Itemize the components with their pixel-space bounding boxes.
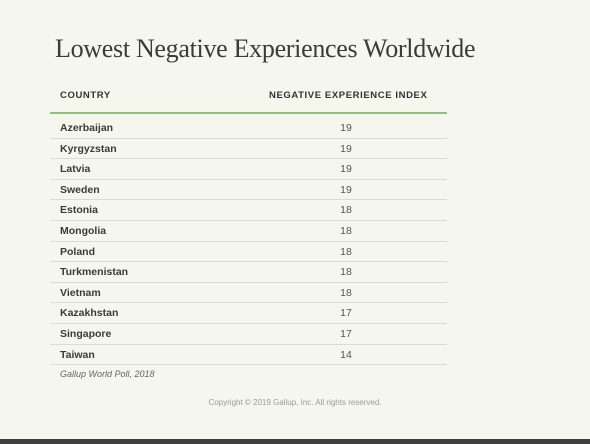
cell-country: Singapore <box>60 327 112 340</box>
table-row: Poland 18 <box>50 242 447 263</box>
table-row: Azerbaijan 19 <box>50 118 447 139</box>
cell-country: Azerbaijan <box>60 122 114 134</box>
column-header-negative-experience-index: NEGATIVE EXPERIENCE INDEX <box>269 90 428 101</box>
table-row: Kazakhstan 17 <box>50 303 447 324</box>
data-table: COUNTRY NEGATIVE EXPERIENCE INDEX Azerba… <box>50 80 447 366</box>
column-header-country: COUNTRY <box>60 90 111 101</box>
cell-index-value: 19 <box>340 163 352 176</box>
page-title: Lowest Negative Experiences Worldwide <box>55 34 476 63</box>
cell-index-value: 19 <box>340 142 352 155</box>
cell-country: Taiwan <box>60 348 95 361</box>
cell-index-value: 17 <box>340 307 352 320</box>
cell-index-value: 18 <box>340 204 352 217</box>
cell-index-value: 19 <box>340 183 352 196</box>
table-row: Turkmenistan 18 <box>50 262 447 283</box>
table-body: Azerbaijan 19 Kyrgyzstan 19 Latvia 19 Sw… <box>50 114 447 366</box>
copyright-notice: Copyright © 2019 Gallup, Inc. All rights… <box>208 398 382 407</box>
cell-index-value: 19 <box>340 122 352 134</box>
cell-country: Sweden <box>60 183 100 196</box>
table-row: Vietnam 18 <box>50 283 447 304</box>
cell-country: Latvia <box>60 163 91 176</box>
cell-country: Poland <box>60 245 96 258</box>
cell-country: Estonia <box>60 204 98 217</box>
table-row: Singapore 17 <box>50 324 447 345</box>
cell-index-value: 18 <box>340 266 352 279</box>
cell-country: Mongolia <box>60 224 107 237</box>
cell-country: Turkmenistan <box>60 266 129 279</box>
cell-index-value: 18 <box>340 286 352 299</box>
table-row: Estonia 18 <box>50 200 447 221</box>
source-note: Gallup World Poll, 2018 <box>60 369 155 379</box>
table-row: Kyrgyzstan 19 <box>50 139 447 160</box>
cell-index-value: 14 <box>340 348 352 361</box>
table-row: Sweden 19 <box>50 180 447 201</box>
cell-index-value: 18 <box>340 224 352 237</box>
table-header: COUNTRY NEGATIVE EXPERIENCE INDEX <box>50 80 447 114</box>
table-row: Latvia 19 <box>50 159 447 180</box>
cell-index-value: 17 <box>340 327 352 340</box>
cell-index-value: 18 <box>340 245 352 258</box>
bottom-bar <box>0 439 590 444</box>
cell-country: Kazakhstan <box>60 307 119 320</box>
cell-country: Vietnam <box>60 286 101 299</box>
table-row: Mongolia 18 <box>50 221 447 242</box>
table-row: Taiwan 14 <box>50 345 447 366</box>
cell-country: Kyrgyzstan <box>60 142 117 155</box>
